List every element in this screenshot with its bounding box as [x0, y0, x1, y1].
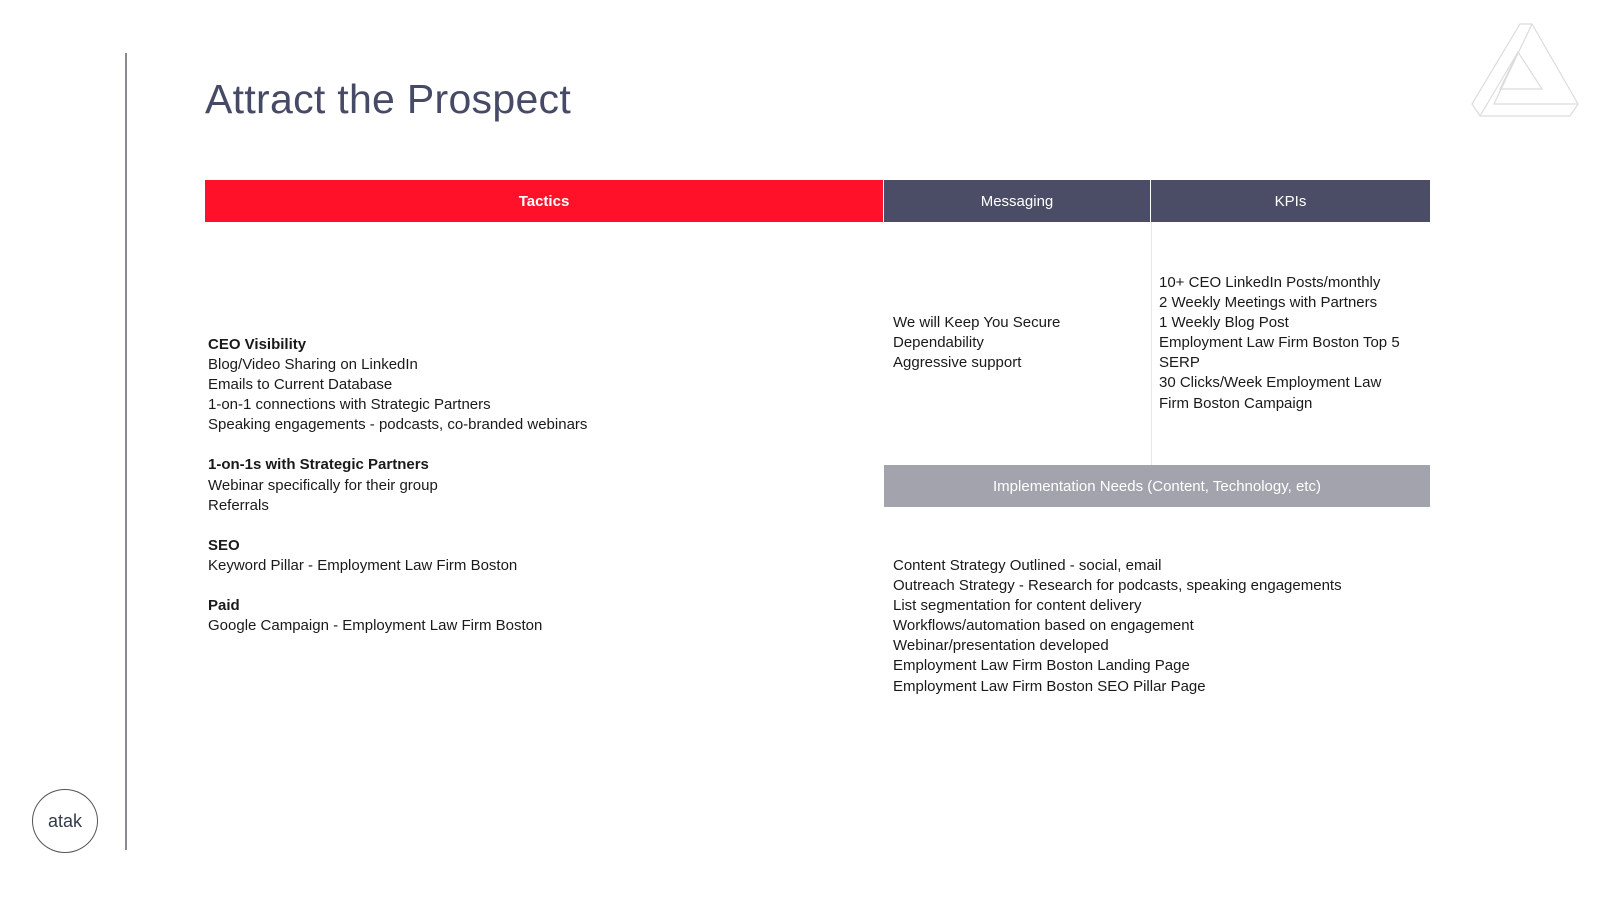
tactic-item: Keyword Pillar - Employment Law Firm Bos… [208, 556, 518, 574]
tactic-group: Paid Google Campaign - Employment Law Fi… [208, 596, 587, 636]
tactic-group: CEO Visibility Blog/Video Sharing on Lin… [208, 335, 587, 435]
kpi-item: Employment Law Firm Boston Top 5 [1159, 334, 1400, 352]
tactic-group: 1-on-1s with Strategic Partners Webinar … [208, 455, 587, 515]
tactic-item: Blog/Video Sharing on LinkedIn [208, 356, 418, 374]
page-title: Attract the Prospect [205, 76, 572, 122]
kpi-item: 10+ CEO LinkedIn Posts/monthly [1159, 274, 1381, 291]
kpi-item: 30 Clicks/Week Employment Law [1159, 374, 1382, 392]
kpi-item: 2 Weekly Meetings with Partners [1159, 294, 1378, 312]
tactic-item: Referrals [208, 496, 269, 514]
tactic-heading: Paid [208, 596, 240, 614]
tactic-item: Speaking engagements - podcasts, co-bran… [208, 416, 588, 434]
kpi-list: 10+ CEO LinkedIn Posts/monthly 2 Weekly … [1159, 273, 1400, 414]
implementation-item: Webinar/presentation developed [893, 637, 1109, 655]
column-separator [1151, 222, 1152, 465]
kpi-item: 1 Weekly Blog Post [1159, 314, 1289, 332]
tactic-item: Google Campaign - Employment Law Firm Bo… [208, 617, 543, 635]
penrose-triangle-icon [1471, 23, 1579, 117]
tactics-list: CEO Visibility Blog/Video Sharing on Lin… [208, 335, 587, 636]
tactic-heading: 1-on-1s with Strategic Partners [208, 456, 429, 474]
tactic-heading: CEO Visibility [208, 336, 307, 353]
kpi-item: SERP [1159, 354, 1200, 372]
divider-line [125, 53, 127, 850]
messaging-item: We will Keep You Secure [893, 314, 1061, 331]
atak-logo: atak [32, 789, 98, 853]
logo-text: atak [47, 810, 83, 831]
implementation-item: List segmentation for content delivery [893, 597, 1142, 615]
implementation-header: Implementation Needs (Content, Technolog… [884, 465, 1430, 507]
messaging-header: Messaging [884, 180, 1150, 222]
implementation-item: Content Strategy Outlined - social, emai… [893, 557, 1162, 574]
tactic-item: Webinar specifically for their group [208, 476, 438, 494]
tactic-heading: SEO [208, 536, 240, 554]
kpi-item: Firm Boston Campaign [1159, 394, 1313, 412]
messaging-item: Dependability [893, 334, 984, 352]
tactics-header: Tactics [205, 180, 883, 222]
implementation-list: Content Strategy Outlined - social, emai… [893, 556, 1342, 697]
implementation-item: Employment Law Firm Boston SEO Pillar Pa… [893, 677, 1206, 695]
tactic-group: SEO Keyword Pillar - Employment Law Firm… [208, 536, 587, 576]
messaging-item: Aggressive support [893, 354, 1022, 372]
implementation-item: Outreach Strategy - Research for podcast… [893, 577, 1342, 595]
kpis-header: KPIs [1151, 180, 1430, 222]
messaging-list: We will Keep You Secure Dependability Ag… [893, 313, 1060, 373]
tactic-item: 1-on-1 connections with Strategic Partne… [208, 396, 491, 414]
implementation-item: Workflows/automation based on engagement [893, 617, 1194, 635]
tactic-item: Emails to Current Database [208, 376, 393, 394]
implementation-item: Employment Law Firm Boston Landing Page [893, 657, 1190, 675]
